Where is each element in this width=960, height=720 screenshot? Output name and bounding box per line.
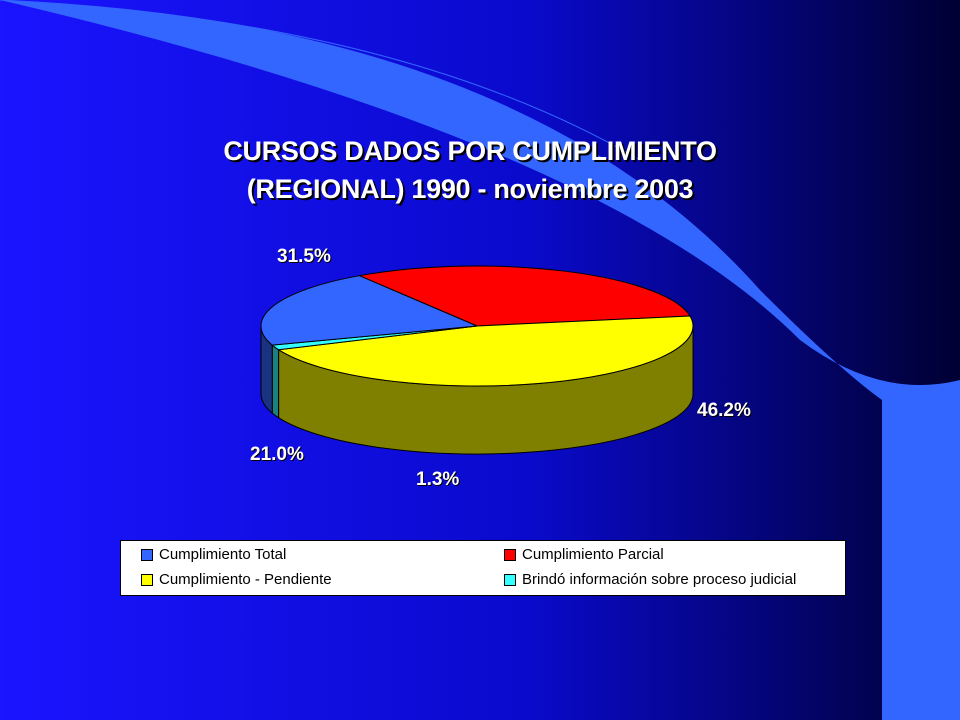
legend-item-cumplimiento-total: Cumplimiento Total: [141, 546, 286, 563]
chart-title-line-1: CURSOS DADOS POR CUMPLIMIENTO: [223, 136, 717, 166]
legend-label: Brindó información sobre proceso judicia…: [522, 571, 797, 588]
pie-slice-cumplimiento-total: [260, 275, 478, 346]
legend-swatch: [141, 573, 153, 586]
legend-label: Cumplimiento - Pendiente: [159, 571, 332, 588]
legend-item-cumplimiento-pendiente: Cumplimiento - Pendiente: [141, 571, 332, 588]
legend-item-cumplimiento-parcial: Cumplimiento Parcial: [504, 546, 664, 563]
slice-label-cumplimiento-pendiente: 46.2%: [697, 400, 751, 421]
pie-slice-cumplimiento-pendiente: [277, 315, 694, 387]
legend-item-brindo-informacion: Brindó información sobre proceso judicia…: [504, 571, 796, 588]
legend-label: Cumplimiento Parcial: [522, 546, 664, 563]
legend-swatch: [504, 573, 516, 586]
legend-swatch: [141, 548, 153, 561]
slice-label-brindo-informacion: 1.3%: [416, 469, 460, 490]
chart-title: CURSOS DADOS POR CUMPLIMIENTO (REGIONAL)…: [170, 132, 770, 208]
chart-title-line-2: (REGIONAL) 1990 - noviembre 2003: [246, 174, 694, 204]
background-wave-line: [0, 0, 641, 161]
legend-label: Cumplimiento Total: [159, 546, 287, 563]
legend-swatch: [504, 548, 516, 561]
pie-side-brindo-informacion-sobre-proceso-judicial: [271, 344, 280, 419]
slice-label-cumplimiento-total: 21.0%: [250, 444, 304, 465]
slice-label-cumplimiento-parcial: 31.5%: [277, 246, 331, 267]
chart-legend: Cumplimiento Total Cumplimiento Parcial …: [120, 540, 846, 596]
